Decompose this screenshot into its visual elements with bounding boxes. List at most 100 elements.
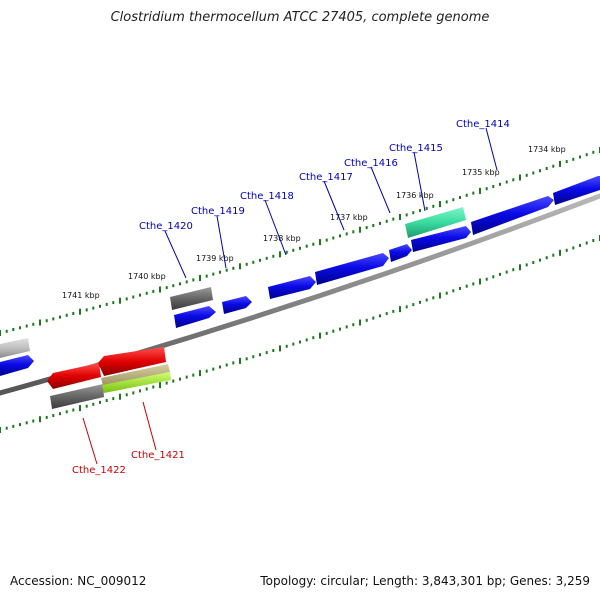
gene-arrow[interactable] <box>174 306 216 328</box>
gene-arrow-red[interactable] <box>47 363 101 389</box>
label-leaders <box>82 127 498 465</box>
minor-tick <box>345 232 348 236</box>
minor-tick <box>472 191 475 195</box>
gene-label-cthe-1419[interactable]: Cthe_1419 <box>191 206 245 217</box>
gene-arrow[interactable] <box>389 244 412 262</box>
minor-tick <box>459 287 461 290</box>
tick-label-1734: 1734 kbp <box>528 145 566 154</box>
minor-tick <box>32 322 35 326</box>
major-tick <box>239 357 241 364</box>
minor-tick <box>25 324 28 328</box>
gene-label-cthe-1414[interactable]: Cthe_1414 <box>456 119 510 130</box>
minor-tick <box>365 318 368 322</box>
gene-arrow[interactable] <box>471 196 554 235</box>
minor-tick <box>332 329 335 333</box>
minor-tick <box>99 400 101 404</box>
minor-tick <box>152 385 155 389</box>
minor-tick <box>185 375 188 379</box>
major-tick <box>319 332 321 339</box>
major-tick <box>0 427 1 433</box>
gene-arrow-red[interactable] <box>98 347 166 376</box>
gene-labels: Cthe_1414 Cthe_1415 Cthe_1416 Cthe_1417 … <box>72 119 510 476</box>
minor-tick <box>579 155 581 159</box>
major-tick <box>0 330 1 336</box>
major-tick <box>559 249 561 256</box>
major-tick <box>199 275 201 281</box>
minor-tick <box>405 213 408 217</box>
gene-arrow-gray[interactable] <box>50 384 104 409</box>
minor-tick <box>185 280 188 284</box>
minor-tick <box>92 402 95 406</box>
gene-label-cthe-1416[interactable]: Cthe_1416 <box>344 158 398 169</box>
gene-arrow[interactable] <box>553 176 600 205</box>
minor-tick <box>245 357 248 361</box>
minor-tick <box>552 253 555 257</box>
minor-tick <box>512 268 515 272</box>
minor-tick <box>545 256 548 260</box>
gene-label-cthe-1422[interactable]: Cthe_1422 <box>72 465 126 476</box>
minor-tick <box>372 316 375 320</box>
minor-tick <box>265 256 268 260</box>
minor-tick <box>352 323 355 327</box>
gene-label-cthe-1415[interactable]: Cthe_1415 <box>389 143 443 154</box>
gene-arrow-lightgray[interactable] <box>0 338 30 358</box>
minor-tick <box>32 419 35 423</box>
minor-tick <box>5 426 8 430</box>
gene-arrow[interactable] <box>0 355 34 376</box>
tick-label-1739: 1739 kbp <box>196 254 234 263</box>
reverse-strand-genes <box>47 347 171 409</box>
minor-tick <box>485 187 488 191</box>
lower-tick-track <box>0 235 600 433</box>
minor-tick <box>419 300 421 304</box>
gene-label-cthe-1417[interactable]: Cthe_1417 <box>299 172 353 183</box>
minor-tick <box>85 404 88 408</box>
major-tick <box>319 239 321 246</box>
minor-tick <box>385 219 388 223</box>
minor-tick <box>512 178 515 182</box>
minor-tick <box>139 293 141 297</box>
gene-arrow[interactable] <box>411 226 471 252</box>
major-tick <box>39 319 41 326</box>
minor-tick <box>425 206 428 210</box>
gene-arrow-khaki[interactable] <box>101 364 170 386</box>
minor-tick <box>425 298 428 302</box>
gene-arrow[interactable] <box>315 253 389 285</box>
minor-tick <box>545 167 548 170</box>
minor-tick <box>179 377 181 381</box>
forward-strand-genes <box>0 176 600 376</box>
minor-tick <box>52 317 55 321</box>
tick-label-1738: 1738 kbp <box>263 234 301 243</box>
minor-tick <box>492 275 495 279</box>
major-tick <box>399 306 401 313</box>
gene-arrow-lime[interactable] <box>102 372 171 393</box>
minor-tick <box>505 270 508 274</box>
gene-arrow-teal[interactable] <box>405 207 466 238</box>
minor-tick <box>432 204 435 208</box>
minor-tick <box>59 315 61 319</box>
minor-tick <box>259 258 261 262</box>
major-tick <box>399 214 401 220</box>
gene-arrow[interactable] <box>268 276 316 299</box>
minor-tick <box>25 421 28 425</box>
gene-arrow[interactable] <box>222 296 252 314</box>
minor-tick <box>305 244 308 248</box>
tick-labels: 1734 kbp 1735 kbp 1736 kbp 1737 kbp 1738… <box>62 145 566 300</box>
minor-tick <box>505 180 508 184</box>
minor-tick <box>285 344 288 348</box>
gene-arrow-gray[interactable] <box>170 287 213 310</box>
minor-tick <box>339 234 341 238</box>
tick-label-1736: 1736 kbp <box>396 191 434 200</box>
gene-label-cthe-1420[interactable]: Cthe_1420 <box>139 221 193 232</box>
gene-label-cthe-1421[interactable]: Cthe_1421 <box>131 450 185 461</box>
major-tick <box>79 308 81 315</box>
gene-label-cthe-1418[interactable]: Cthe_1418 <box>240 191 294 202</box>
accession-text: Accession: NC_009012 <box>10 574 147 588</box>
minor-tick <box>379 221 381 225</box>
minor-tick <box>112 301 115 305</box>
minor-tick <box>572 157 575 161</box>
minor-tick <box>265 351 268 355</box>
major-tick <box>359 226 361 233</box>
minor-tick <box>165 286 168 290</box>
major-tick <box>439 292 441 299</box>
minor-tick <box>445 200 448 204</box>
